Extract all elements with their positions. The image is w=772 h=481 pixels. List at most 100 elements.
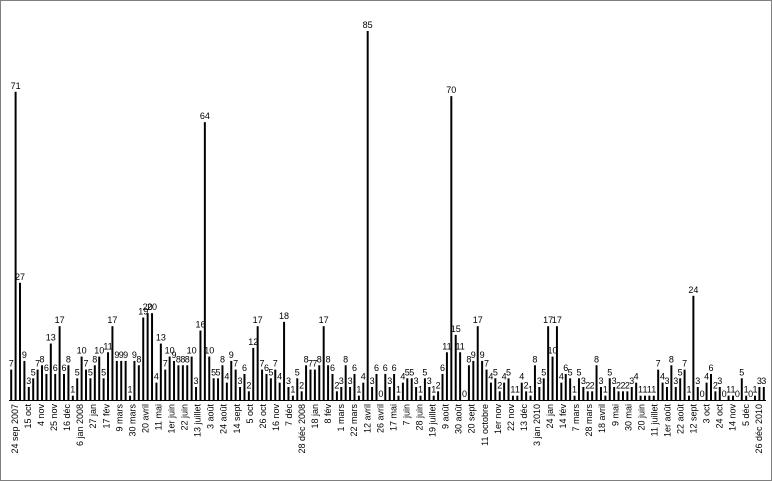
bar-value-label-157: 0	[700, 389, 705, 399]
bar-27	[129, 395, 132, 400]
bar-158	[705, 382, 708, 400]
bar-49	[225, 382, 228, 400]
bar-38	[177, 365, 180, 400]
x-tick-label-3: 25 nov	[49, 404, 59, 432]
bar-155	[692, 295, 695, 400]
bar-75	[340, 386, 343, 400]
bar-value-label-104: 8	[466, 354, 471, 364]
bar-value-label-14: 1	[70, 385, 75, 395]
bar-89	[401, 382, 404, 400]
bar-20	[98, 356, 101, 400]
bar-value-label-10: 6	[53, 363, 58, 373]
bar-39	[181, 365, 184, 400]
bar-value-label-159: 6	[708, 363, 713, 373]
bar-value-label-123: 10	[548, 346, 558, 356]
bar-121	[542, 378, 545, 400]
bar-18	[89, 378, 92, 400]
bar-value-label-3: 9	[22, 350, 27, 360]
bar-100	[450, 96, 453, 401]
bar-21	[102, 378, 105, 400]
x-tick-label-44: 28 mars	[584, 404, 594, 437]
bar-value-label-150: 8	[669, 354, 674, 364]
x-tick-label-55: 14 nov	[728, 404, 738, 432]
bar-54	[247, 391, 250, 400]
bar-52	[239, 386, 242, 400]
bar-value-label-112: 4	[502, 372, 507, 382]
bar-value-label-142: 4	[634, 372, 639, 382]
bar-value-label-85: 6	[383, 363, 388, 373]
bar-86	[388, 386, 391, 400]
bar-133	[595, 365, 598, 400]
bar-130	[582, 386, 585, 400]
bar-value-label-169: 1	[752, 385, 757, 395]
bar-value-label-62: 18	[279, 311, 289, 321]
x-tick-label-36: 11 octobre	[480, 404, 490, 446]
bar-154	[687, 395, 690, 400]
bar-value-label-105: 9	[471, 350, 476, 360]
bar-value-label-171: 3	[761, 376, 766, 386]
bar-value-label-38: 8	[176, 354, 181, 364]
bar-value-label-108: 7	[484, 359, 489, 369]
bar-8	[45, 373, 48, 400]
x-tick-label-12: 1er juin	[167, 404, 177, 434]
bar-value-label-130: 3	[581, 376, 586, 386]
bar-6	[36, 369, 39, 400]
bar-24	[115, 360, 118, 400]
bar-25	[120, 360, 123, 400]
x-tick-label-32: 19 juillet	[428, 404, 438, 438]
bar-77	[349, 386, 352, 400]
bar-value-label-65: 5	[295, 367, 300, 377]
bar-value-label-127: 5	[568, 367, 573, 377]
bar-value-label-16: 10	[77, 346, 87, 356]
bar-37	[173, 360, 176, 400]
bar-87	[393, 373, 396, 400]
bar-81	[366, 31, 369, 400]
bar-120	[538, 386, 541, 400]
bar-129	[577, 378, 580, 400]
bar-value-label-50: 9	[229, 350, 234, 360]
bar-value-label-149: 3	[664, 376, 669, 386]
bar-96	[432, 395, 435, 400]
bar-value-label-141: 3	[629, 376, 634, 386]
bar-10	[54, 373, 57, 400]
bar-164	[732, 395, 734, 400]
bar-value-label-33: 4	[154, 372, 159, 382]
bar-value-label-76: 8	[343, 354, 348, 364]
bar-42	[195, 386, 198, 400]
bar-48	[221, 365, 224, 400]
bar-63	[287, 386, 290, 400]
bar-93	[419, 395, 422, 400]
bar-138	[617, 391, 620, 400]
bar-value-label-30: 19	[138, 307, 148, 317]
bar-value-label-66: 2	[299, 380, 304, 390]
bar-value-label-36: 10	[165, 346, 175, 356]
bar-41	[190, 356, 193, 400]
bar-value-label-167: 1	[744, 385, 749, 395]
x-tick-label-7: 17 fév	[101, 404, 111, 429]
bar-76	[344, 365, 347, 400]
bar-value-label-147: 7	[656, 359, 661, 369]
bar-26	[124, 360, 127, 400]
bar-142	[635, 382, 638, 400]
x-tick-label-28: 26 avril	[375, 404, 385, 433]
x-tick-label-14: 13 juillet	[193, 404, 203, 438]
bar-value-label-116: 4	[519, 372, 524, 382]
bar-value-label-80: 4	[361, 372, 366, 382]
bar-value-label-26: 9	[123, 350, 128, 360]
x-tick-label-26: 22 mars	[349, 404, 359, 437]
bar-50	[230, 360, 233, 400]
bar-99	[445, 352, 448, 400]
x-tick-label-38: 22 nov	[506, 404, 516, 432]
bar-value-label-57: 7	[260, 359, 265, 369]
x-tick-label-49: 11 juillet	[649, 404, 659, 437]
bar-19	[93, 365, 96, 400]
bar-value-label-28: 9	[132, 350, 137, 360]
bar-value-label-134: 3	[598, 376, 603, 386]
bar-value-label-96: 1	[431, 385, 436, 395]
x-tick-label-56: 5 déc	[741, 404, 751, 427]
bar-132	[591, 391, 594, 400]
bar-59	[269, 378, 272, 400]
bar-71	[322, 326, 325, 400]
